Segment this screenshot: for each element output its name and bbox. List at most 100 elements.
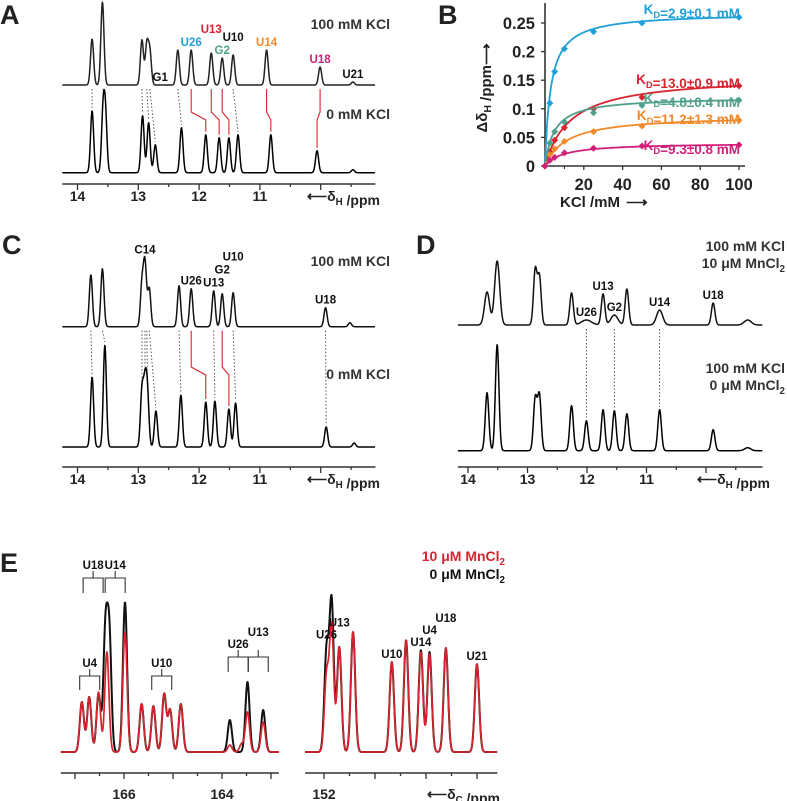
unit: /ppm xyxy=(343,475,380,491)
condition-label: 100 mM KCl xyxy=(311,253,390,269)
x-tick-label: 14 xyxy=(70,471,86,487)
peak-assignment-label: G2 xyxy=(607,302,622,314)
panel-label-b: B xyxy=(438,0,458,30)
condition-label: 100 mM KCl xyxy=(311,16,390,32)
peak-assignment-label: U10 xyxy=(223,252,244,264)
carbon-assignment-label: U14 xyxy=(410,637,432,649)
legend-text: 10 μM MnCl xyxy=(422,548,500,564)
peak-assignment-label: U14 xyxy=(256,37,278,49)
spectrum-trace-0uM-mncl2 xyxy=(60,601,280,753)
spectrum-trace-bottom xyxy=(61,344,376,448)
spectrum-trace-10uM-mncl2 xyxy=(60,631,280,753)
subscript: D xyxy=(653,10,660,21)
data-point-diamond xyxy=(735,96,743,104)
peak-shift-connector xyxy=(266,89,272,132)
data-point-diamond xyxy=(590,144,597,152)
peak-assignment-label: U21 xyxy=(342,69,364,81)
data-point-diamond xyxy=(546,151,554,159)
peak-shift-connector xyxy=(210,89,220,135)
data-point-diamond xyxy=(638,93,646,101)
x-tick-label: 11 xyxy=(252,188,267,204)
peak-assignment-label: U18 xyxy=(315,295,337,307)
subscript: C xyxy=(456,795,463,801)
carbon-assignment-label: U18 xyxy=(83,560,105,572)
peak-shift-connector xyxy=(221,330,230,406)
data-point-diamond xyxy=(735,116,743,124)
peak-assignment-label: C14 xyxy=(134,245,156,257)
peak-correlation-dotted-line xyxy=(141,88,144,113)
kd-symbol: K xyxy=(637,108,647,123)
peak-assignment-label: G2 xyxy=(215,265,230,277)
y-tick-label: 0.05 xyxy=(503,129,535,147)
multiplet-bracket xyxy=(151,669,173,690)
data-point-diamond xyxy=(546,99,554,107)
x-axis-label: ⟵δH /ppm xyxy=(307,188,380,208)
subscript: D xyxy=(653,146,660,157)
panel-label-a: A xyxy=(0,0,20,30)
condition-text: 100 mM KCl xyxy=(706,238,785,254)
peak-assignment-label: U14 xyxy=(649,297,671,309)
peak-assignment-label: U13 xyxy=(203,278,224,290)
peak-assignment-label: U13 xyxy=(201,24,222,36)
peak-shift-connector xyxy=(190,330,207,399)
carbon-assignment-label: U14 xyxy=(105,560,127,572)
subscript: 2 xyxy=(780,386,786,397)
data-point-diamond xyxy=(638,142,646,150)
arrow-left-icon: ⟵ xyxy=(427,786,447,801)
carbon-assignment-label: U13 xyxy=(329,618,350,630)
condition-text: 100 mM KCl xyxy=(706,360,785,376)
x-tick-label: 13 xyxy=(131,188,147,204)
spectrum-trace-10uM-mncl2 xyxy=(304,620,498,753)
data-point-diamond xyxy=(551,153,559,161)
x-tick-label: 14 xyxy=(460,471,476,487)
unit: /ppm xyxy=(343,192,380,208)
x-axis-label: ⟵δH /ppm xyxy=(307,471,380,491)
condition-text: 10 μM MnCl xyxy=(702,255,780,271)
condition-label: 0 mM KCl xyxy=(326,106,390,122)
data-point-diamond xyxy=(638,122,646,130)
x-tick-label: 14 xyxy=(70,188,86,204)
x-tick-label: 13 xyxy=(520,471,536,487)
x-tick-label: 166 xyxy=(112,786,136,801)
subscript: H xyxy=(336,480,343,491)
data-point-diamond xyxy=(560,45,568,53)
y-axis-label: ΔδH /ppm⟶ xyxy=(474,43,495,132)
arrow-left-icon: ⟵ xyxy=(697,471,717,487)
panel-label-e: E xyxy=(0,548,18,578)
carbon-assignment-label: U18 xyxy=(435,613,457,625)
peak-shift-connector xyxy=(190,89,207,132)
x-tick-label: 12 xyxy=(191,471,207,487)
data-point-diamond xyxy=(590,28,597,36)
x-tick-label: 60 xyxy=(652,176,670,194)
x-axis-label: ⟵δC /ppm xyxy=(427,786,500,801)
carbon-assignment-label: U10 xyxy=(151,658,172,670)
arrow-left-icon: ⟵ xyxy=(307,471,327,487)
peak-correlation-dotted-line xyxy=(146,88,150,120)
delta-symbol: δ xyxy=(447,786,456,801)
x-tick-label: 12 xyxy=(191,188,207,204)
x-tick-label: 100 xyxy=(725,176,753,194)
carbon-assignment-label: U4 xyxy=(82,658,97,670)
data-point-diamond xyxy=(638,19,646,27)
condition-text: 100 mM KCl xyxy=(311,253,390,269)
condition-text: 0 mM KCl xyxy=(326,366,390,382)
multiplet-bracket xyxy=(82,571,104,593)
peak-correlation-dotted-line xyxy=(213,330,216,399)
peak-correlation-dotted-line xyxy=(101,330,106,343)
arrow-up-icon: ⟶ xyxy=(478,43,495,65)
subscript: D xyxy=(647,116,654,127)
subscript: H xyxy=(482,105,494,113)
data-point-diamond xyxy=(541,162,549,170)
x-tick-label: 11 xyxy=(252,471,267,487)
subscript: D xyxy=(646,80,653,91)
spectrum-trace-top xyxy=(61,255,376,328)
data-point-diamond xyxy=(546,156,554,164)
x-axis-label: KCl /mM ⟶ xyxy=(560,194,648,211)
data-point-diamond xyxy=(560,137,568,145)
condition-text: 0 mM KCl xyxy=(326,106,390,122)
data-point-diamond xyxy=(560,118,568,126)
x-tick-label: 80 xyxy=(691,176,709,194)
